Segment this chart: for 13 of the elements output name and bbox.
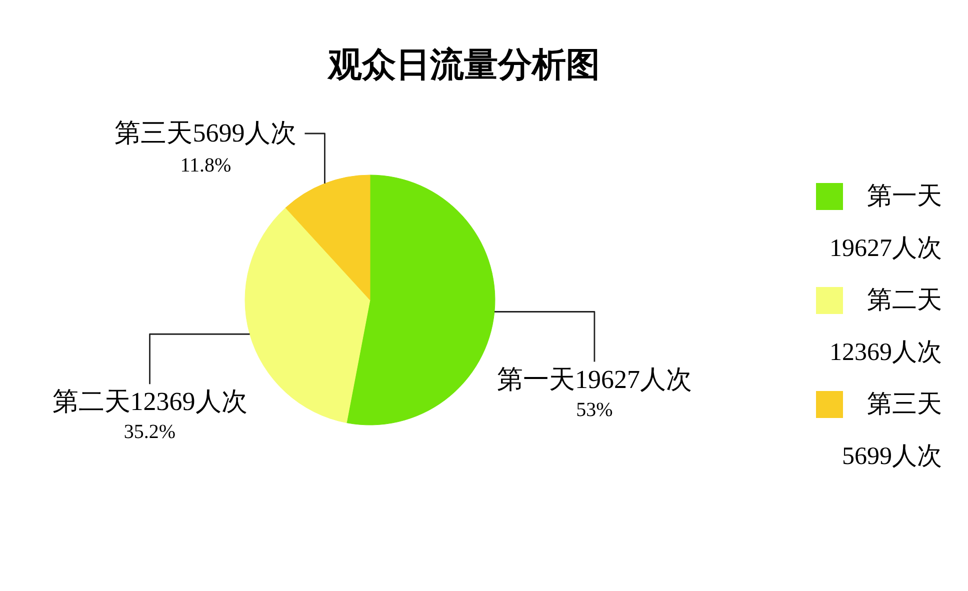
legend-label: 第一天19627人次 [828, 182, 942, 264]
pie-slice [285, 174, 370, 300]
data-label: 53% [576, 398, 613, 421]
slice-label: 第三天5699人次 [114, 118, 297, 148]
pie-slice [346, 174, 496, 426]
slice-label: 第一天19627人次 [496, 364, 692, 394]
chart-title: 观众日流量分析图 [327, 46, 600, 84]
pie-slice [244, 208, 370, 424]
data-label: 11.8% [180, 154, 232, 176]
slice-label: 第二天12369人次 [52, 387, 248, 416]
data-label: 35.2% [124, 421, 176, 444]
legend-label: 第二天12369人次 [828, 286, 942, 368]
legend-label: 第三天5699人次 [841, 390, 942, 472]
